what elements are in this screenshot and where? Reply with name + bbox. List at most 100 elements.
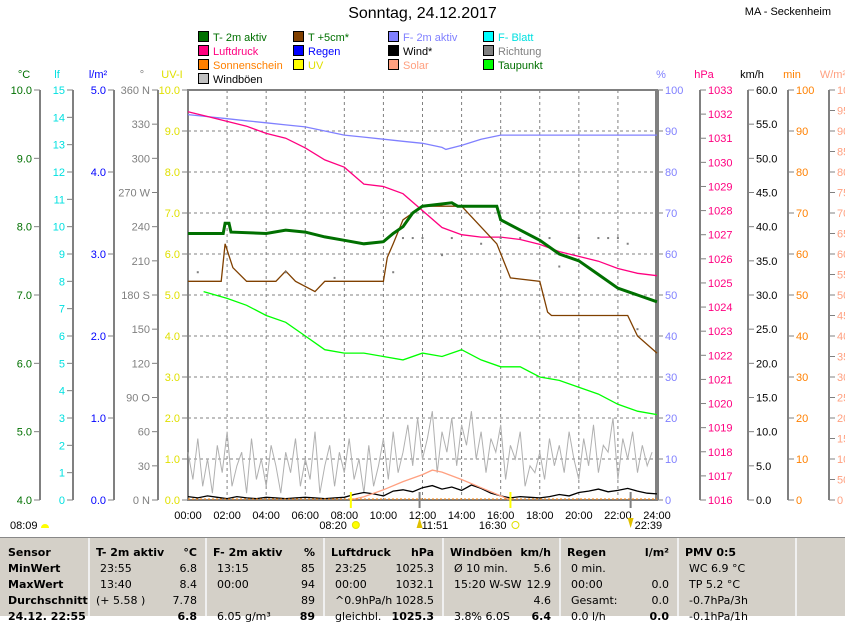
axis-tick-label: 10.0	[159, 85, 180, 97]
axis-tick-label: 5.0	[165, 290, 180, 302]
axis-tick-label: 600	[837, 249, 845, 261]
axis-tick-label: 1018	[708, 447, 732, 459]
axis-tick-label: 11	[54, 194, 65, 206]
axis-tick-label: 90	[796, 126, 808, 138]
legend-swatch	[293, 45, 304, 56]
axis-tick-label: 450	[837, 311, 845, 323]
axis-tick-label: 6.0	[165, 249, 180, 261]
cell-value: 94	[301, 578, 315, 591]
legend-swatch	[293, 31, 304, 42]
axis-tick-label: 2.0	[165, 413, 180, 425]
axis-tick-label: 0	[59, 495, 65, 507]
series-luftdruck	[187, 111, 658, 277]
axis-unit-hpa: hPa	[694, 69, 714, 81]
axis-tick-label: 4.0	[17, 495, 32, 507]
axis-tick-label: 5	[59, 358, 65, 370]
row-label: MaxWert	[8, 578, 64, 591]
axis-tick-label: 150	[132, 324, 150, 336]
axis-tick-label: 1019	[708, 423, 732, 435]
table-column: F- 2m aktiv% 13:15 85 00:00 94 89 6.05 g/m³ 89	[205, 538, 323, 623]
table-column: Windböen km/h Ø 10 min. 5.6 15:20 W-SW 12.9 4.…	[442, 538, 559, 623]
axis-tick-label: 10.0	[756, 427, 777, 439]
row-label: Sensor	[8, 546, 51, 559]
column-unit: km/h	[520, 546, 551, 559]
legend-swatch	[293, 59, 304, 70]
cell-value: 85	[301, 562, 315, 575]
axis-tick-label: 8	[59, 276, 65, 288]
x-tick-label: 20:00	[565, 510, 593, 522]
axis-tick-label: 270 W	[118, 188, 150, 200]
axis-tick-label: 1.0	[91, 413, 106, 425]
axis-tick-label: 35.0	[756, 256, 777, 268]
axis-tick-label: 180 S	[121, 290, 150, 302]
axis-tick-label: 90	[665, 126, 677, 138]
column-unit: °C	[183, 546, 197, 559]
axis-tick-label: 5.0	[756, 461, 771, 473]
x-tick-label: 08:00	[331, 510, 359, 522]
cell-label: 00:00	[217, 578, 249, 591]
legend-item: Windböen	[198, 73, 263, 86]
legend-label: UV	[308, 60, 324, 72]
legend-label: Taupunkt	[498, 60, 543, 72]
direction-point	[597, 237, 600, 240]
axis-tick-label: 0	[796, 495, 802, 507]
table-column: Luftdruck hPa 23:25 1025.3 00:00 1032.1 ^0.9hP…	[323, 538, 442, 623]
axis-tick-label: 30.0	[756, 290, 777, 302]
cell-value: 89	[299, 610, 315, 623]
axis-unit-tc: °C	[18, 69, 30, 81]
axis-tick-label: 1028	[708, 206, 732, 218]
direction-point	[411, 237, 414, 240]
axis-tick-label: 2.0	[91, 331, 106, 343]
legend-swatch	[483, 59, 494, 70]
axis-tick-label: 1025	[708, 278, 732, 290]
axis-tick-label: 330	[132, 119, 150, 131]
cell-label: 00:00	[571, 578, 603, 591]
x-tick-label: 16:00	[487, 510, 515, 522]
legend-label: Wind*	[403, 46, 433, 58]
row-label: Durchschnitt	[8, 594, 88, 607]
direction-point	[333, 276, 336, 279]
x-tick-label: 18:00	[526, 510, 554, 522]
axis-tick-label: 1	[59, 468, 65, 480]
axis-tick-label: 9	[59, 249, 65, 261]
row-label: MinWert	[8, 562, 61, 575]
axis-tick-label: 40.0	[756, 222, 777, 234]
direction-point	[519, 237, 522, 240]
direction-point	[636, 328, 639, 331]
direction-point	[607, 237, 610, 240]
cell-label: 23:55	[100, 562, 132, 575]
axis-tick-label: 100	[665, 85, 683, 97]
axis-tick-label: 1030	[708, 157, 732, 169]
legend-swatch	[388, 45, 399, 56]
axis-tick-label: 1017	[708, 471, 732, 483]
axis-tick-label: 50.0	[756, 153, 777, 165]
axis-tick-label: 800	[837, 167, 845, 179]
axis-tick-label: 30	[796, 372, 808, 384]
moonrise-time: 08:09	[10, 520, 38, 532]
axis-tick-label: 60	[796, 249, 808, 261]
legend-swatch	[198, 59, 209, 70]
axis-tick-label: 1021	[708, 374, 732, 386]
axis-tick-label: 950	[837, 106, 845, 118]
axis-tick-label: 0.0	[165, 495, 180, 507]
column-header: F- 2m aktiv	[213, 546, 283, 559]
series-f-2m-aktiv	[187, 113, 657, 151]
axis-tick-label: 1029	[708, 181, 732, 193]
legend-swatch	[483, 45, 494, 56]
axis-tick-label: 1032	[708, 109, 732, 121]
series-windb-en	[187, 411, 653, 494]
x-tick-label: 06:00	[291, 510, 319, 522]
sun-icon	[511, 521, 520, 529]
axis-tick-label: 1031	[708, 133, 732, 145]
direction-point	[616, 237, 619, 240]
direction-point	[480, 242, 483, 245]
table-column: PMV 0:5 WC 6.9 °C TP 5.2 °C -0.7hPa/3h -0.1h…	[677, 538, 795, 623]
cell-label: gleichbl.	[335, 610, 382, 623]
direction-point	[196, 271, 199, 274]
legend-label: Sonnenschein	[213, 60, 283, 72]
cell-value: 0.0	[649, 610, 670, 623]
axis-tick-label: 900	[837, 126, 845, 138]
chart-title: Sonntag, 24.12.2017	[348, 5, 497, 22]
legend-swatch	[483, 31, 494, 42]
axis-tick-label: 30	[665, 372, 677, 384]
